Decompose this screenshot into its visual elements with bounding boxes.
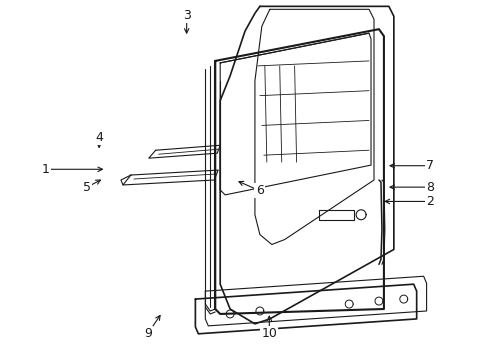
- Text: 4: 4: [95, 131, 103, 144]
- Text: 8: 8: [426, 181, 434, 194]
- Text: 2: 2: [426, 195, 434, 208]
- Text: 3: 3: [183, 9, 191, 22]
- Text: 10: 10: [261, 327, 277, 340]
- Text: 7: 7: [426, 159, 434, 172]
- Text: 1: 1: [42, 163, 49, 176]
- Text: 9: 9: [144, 327, 152, 340]
- Text: 5: 5: [83, 181, 91, 194]
- Text: 6: 6: [256, 184, 264, 197]
